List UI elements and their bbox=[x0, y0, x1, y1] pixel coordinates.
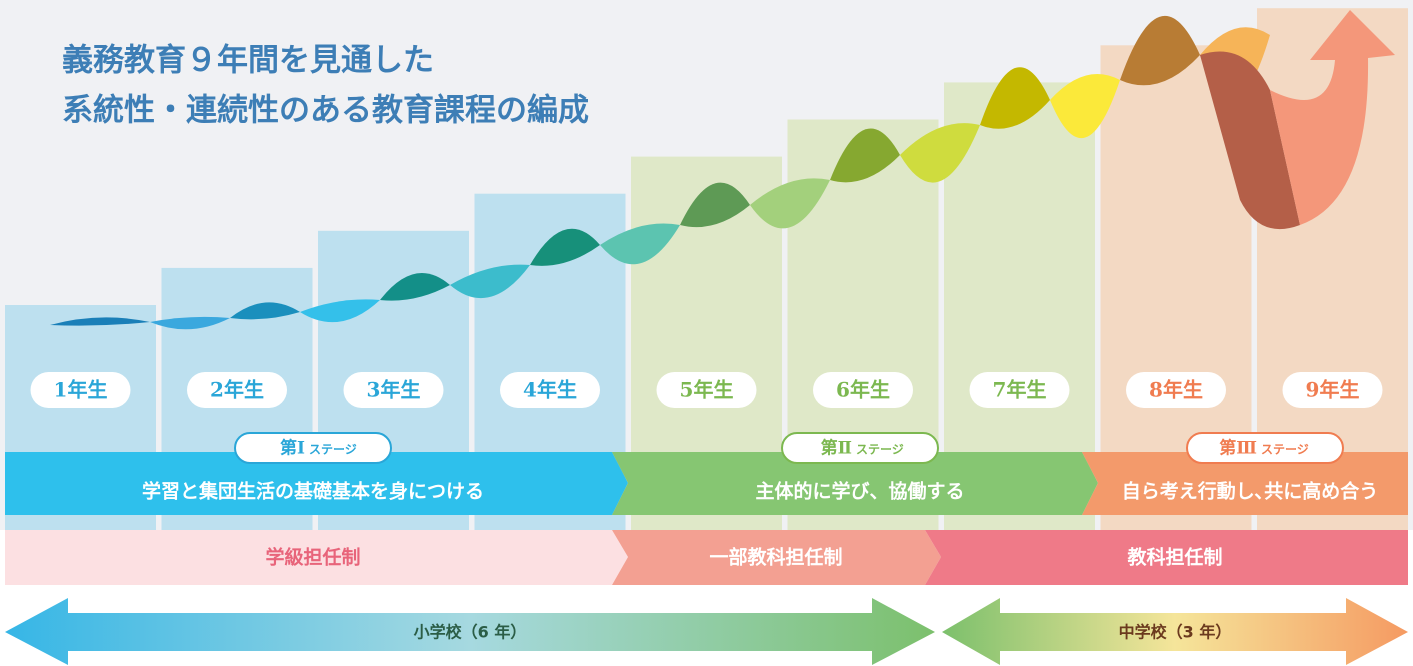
grade-label: 4年生 bbox=[523, 378, 577, 402]
stage-text: 学習と集団生活の基礎基本を身につける bbox=[142, 480, 484, 503]
grade-label: 5年生 bbox=[680, 378, 734, 402]
grade-label: 2年生 bbox=[210, 378, 264, 402]
teaching-label: 学級担任制 bbox=[265, 546, 360, 569]
teaching-label: 一部教科担任制 bbox=[709, 546, 842, 569]
stage-text: 主体的に学び、協働する bbox=[755, 480, 964, 503]
grade-label: 6年生 bbox=[836, 378, 890, 402]
grade-label: 8年生 bbox=[1149, 378, 1203, 402]
stage-text: 自ら考え行動し､共に高め合う bbox=[1122, 480, 1379, 503]
stage-number: 第Ⅱ bbox=[821, 438, 852, 459]
grade-label: 3年生 bbox=[367, 378, 421, 402]
stage-suffix: ステージ bbox=[309, 443, 357, 457]
stage-number: 第Ⅰ bbox=[280, 438, 305, 459]
diagram: 1年生 2年生 3年生 4年生 5年生 6年生 7年生 8年生 9年生 第Ⅰ ステージ学習と集団生… bbox=[0, 0, 1413, 666]
school-label: 小学校（6 年） bbox=[414, 623, 527, 642]
grade-label: 1年生 bbox=[54, 378, 108, 402]
stage-suffix: ステージ bbox=[856, 443, 904, 457]
title-line: 系統性・連続性のある教育課程の編成 bbox=[62, 93, 589, 129]
school-label: 中学校（3 年） bbox=[1119, 623, 1232, 642]
stage-suffix: ステージ bbox=[1261, 443, 1309, 457]
grade-label: 9年生 bbox=[1306, 378, 1360, 402]
teaching-label: 教科担任制 bbox=[1127, 546, 1222, 569]
grade-label: 7年生 bbox=[993, 378, 1047, 402]
stage-number: 第Ⅲ bbox=[1219, 438, 1257, 459]
title-line: 義務教育９年間を見通した bbox=[62, 43, 434, 79]
